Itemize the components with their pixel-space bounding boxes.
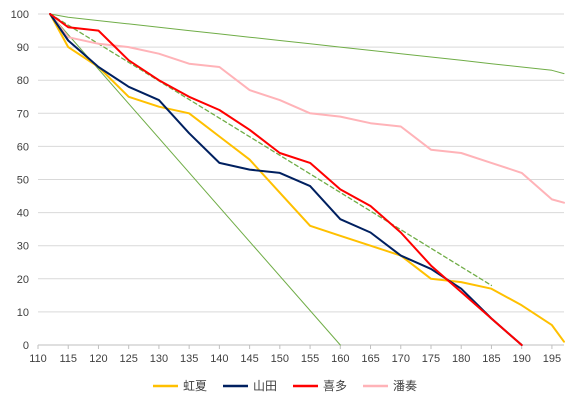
legend: 虹夏 山田 喜多 潘奏 <box>153 379 417 393</box>
x-tick-label-180: 180 <box>452 353 470 365</box>
gridlines <box>38 13 564 313</box>
legend-label-潘奏: 潘奏 <box>393 379 417 393</box>
legend-item-潘奏: 潘奏 <box>363 379 417 393</box>
reference-line-6 <box>49 13 493 287</box>
x-tick-label-190: 190 <box>512 353 530 365</box>
y-axis-tick-labels: 0 10 20 30 40 50 60 70 80 90 100 <box>11 9 29 352</box>
y-tick-label-30: 30 <box>17 241 29 253</box>
legend-label-虹夏: 虹夏 <box>183 379 207 393</box>
legend-item-虹夏: 虹夏 <box>153 379 207 393</box>
axes <box>37 344 564 349</box>
y-tick-label-20: 20 <box>17 274 29 286</box>
x-tick-label-145: 145 <box>240 353 258 365</box>
x-tick-label-115: 115 <box>59 353 77 365</box>
reference-line-5 <box>49 13 341 346</box>
x-tick-label-110: 110 <box>29 353 47 365</box>
x-tick-label-135: 135 <box>180 353 198 365</box>
y-tick-label-50: 50 <box>17 175 29 187</box>
series-line-潘奏 <box>49 13 565 204</box>
x-tick-label-160: 160 <box>331 353 349 365</box>
x-tick-label-120: 120 <box>89 353 107 365</box>
y-tick-label-60: 60 <box>17 141 29 153</box>
legend-item-山田: 山田 <box>223 379 277 393</box>
legend-item-喜多: 喜多 <box>293 379 347 393</box>
x-tick-label-130: 130 <box>150 353 168 365</box>
y-tick-label-70: 70 <box>17 108 29 120</box>
series-line-喜多 <box>49 13 523 346</box>
y-tick-label-0: 0 <box>23 340 29 352</box>
x-tick-label-150: 150 <box>271 353 289 365</box>
x-tick-label-155: 155 <box>301 353 319 365</box>
y-tick-label-40: 40 <box>17 208 29 220</box>
x-tick-label-170: 170 <box>392 353 410 365</box>
x-tick-label-195: 195 <box>543 353 561 365</box>
x-axis-tick-labels: 110 115 120 125 130 135 140 145 150 155 160 165 170 1… <box>29 353 561 365</box>
legend-label-山田: 山田 <box>253 379 277 393</box>
reference-line-4 <box>49 13 565 75</box>
y-tick-label-90: 90 <box>17 42 29 54</box>
x-tick-label-125: 125 <box>120 353 138 365</box>
y-tick-label-100: 100 <box>11 9 29 21</box>
legend-label-喜多: 喜多 <box>323 379 347 393</box>
x-tick-label-185: 185 <box>482 353 500 365</box>
x-tick-label-140: 140 <box>210 353 228 365</box>
y-tick-label-10: 10 <box>17 307 29 319</box>
series-lines <box>49 13 565 346</box>
series-line-虹夏 <box>49 13 565 343</box>
x-tick-label-175: 175 <box>422 353 440 365</box>
y-tick-label-80: 80 <box>17 75 29 87</box>
x-tick-label-165: 165 <box>361 353 379 365</box>
